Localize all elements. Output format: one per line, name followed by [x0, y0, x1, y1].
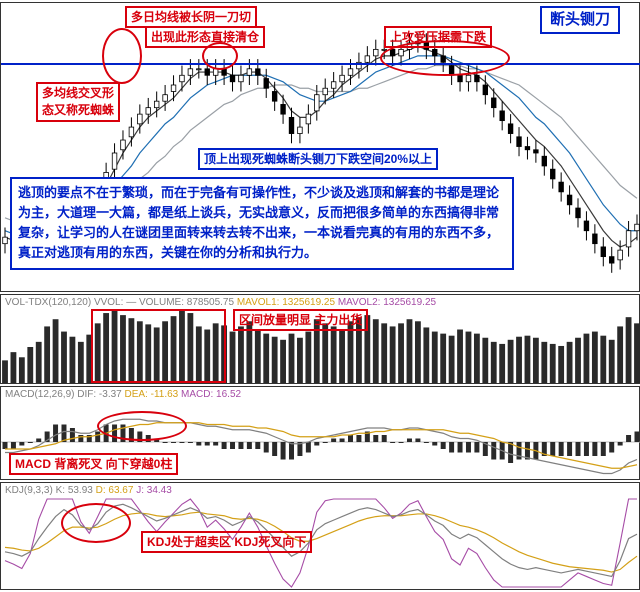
ann-kdj: KDJ处于超卖区 KDJ死叉向下	[141, 531, 312, 553]
ann-volume: 区间放量明显 主力出货	[233, 309, 368, 331]
ann-macd: MACD 背离死叉 向下穿越0柱	[9, 453, 178, 475]
ann-ma-cut: 多日均线被长阴一刀切	[125, 6, 257, 28]
price-blue-line	[1, 63, 640, 65]
kdj-panel: KDJ(9,3,3) K: 53.93 D: 63.67 J: 34.43 KD…	[0, 482, 640, 590]
ann-dead-spider-l1: 多均线交叉形	[42, 85, 114, 102]
ann-drop-space: 顶上出现死蜘蛛断头铡刀下跌空间20%以上	[198, 148, 438, 170]
ann-clear-position: 出现此形态直接清仓	[145, 26, 265, 48]
circle-kdj-cross	[61, 503, 131, 543]
volume-highlight-rect	[91, 309, 226, 383]
macd-panel: MACD(12,26,9) DIF: -3.37 DEA: -11.63 MAC…	[0, 386, 640, 480]
volume-panel: VOL-TDX(120,120) VVOL: — VOLUME: 878505.…	[0, 294, 640, 384]
circle-top2	[380, 40, 510, 76]
circle-macd-cross	[97, 411, 187, 441]
ann-dead-spider: 多均线交叉形 态又称死蜘蛛	[36, 82, 120, 122]
circle-top1	[202, 42, 238, 70]
title-badge: 断头铡刀	[540, 6, 620, 34]
circle-dead-spider	[102, 28, 142, 84]
ann-dead-spider-l2: 态又称死蜘蛛	[42, 102, 114, 119]
big-explain-box: 逃顶的要点不在于繁琐，而在于完备有可操作性，不少谈及逃顶和解套的书都是理论为主，…	[10, 177, 514, 270]
